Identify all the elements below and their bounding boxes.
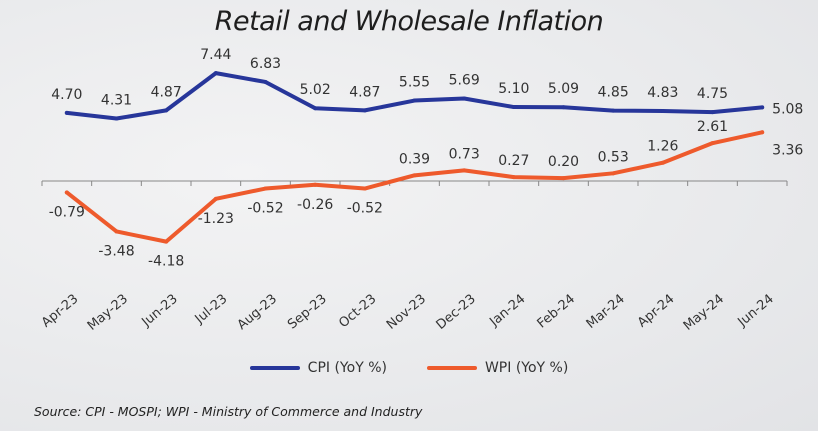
x-tick-label: Feb-24: [535, 292, 579, 332]
legend-swatch-cpi: [249, 366, 300, 370]
wpi-point: [64, 190, 69, 195]
cpi-data-label: 4.83: [647, 85, 678, 101]
legend: CPI (YoY %) WPI (YoY %): [0, 360, 818, 376]
cpi-data-label: 4.85: [598, 85, 629, 101]
cpi-point: [611, 108, 616, 113]
cpi-data-label: 4.87: [349, 84, 380, 100]
x-tick-label: Jun-24: [735, 292, 777, 331]
cpi-data-label: 5.10: [498, 81, 529, 97]
cpi-data-label: 5.08: [772, 101, 803, 117]
legend-item-cpi: CPI (YoY %): [249, 360, 387, 376]
x-tick-label: Jan-24: [486, 292, 528, 331]
wpi-data-label: -4.18: [148, 254, 184, 270]
wpi-data-label: 1.26: [647, 139, 678, 155]
cpi-data-label: 5.09: [548, 81, 579, 97]
wpi-data-label: 0.20: [548, 154, 579, 170]
wpi-data-label: 0.39: [399, 151, 430, 167]
legend-swatch-wpi: [426, 366, 477, 370]
x-tick-label: Jun-23: [139, 292, 181, 331]
wpi-data-label: 0.53: [598, 149, 629, 165]
wpi-data-label: 0.27: [498, 153, 529, 169]
cpi-data-label: 7.44: [200, 47, 231, 63]
x-tick-label: Oct-23: [336, 292, 379, 332]
cpi-point: [313, 106, 318, 111]
wpi-data-label: -0.52: [247, 201, 283, 217]
x-tick-label: Mar-24: [584, 292, 628, 332]
legend-label-cpi: CPI (YoY %): [307, 360, 387, 376]
wpi-data-label: -0.26: [297, 197, 333, 213]
wpi-point: [213, 196, 218, 201]
cpi-point: [362, 108, 367, 113]
legend-item-wpi: WPI (YoY %): [426, 360, 569, 376]
cpi-data-label: 4.87: [151, 84, 182, 100]
chart-title: Retail and Wholesale Inflation: [214, 6, 604, 37]
wpi-point: [710, 141, 715, 146]
cpi-point: [64, 110, 69, 115]
x-tick-label: Dec-23: [434, 292, 479, 333]
line-chart: Apr-23 May-23 Jun-23 Jul-23 Aug-23 Sep-23 Oct-…: [39, 47, 804, 334]
x-tick-label: Nov-23: [384, 292, 429, 333]
cpi-data-label: 4.70: [51, 87, 82, 103]
wpi-point: [660, 160, 665, 165]
wpi-point: [561, 176, 566, 181]
legend-label-wpi: WPI (YoY %): [484, 360, 569, 376]
cpi-point: [660, 108, 665, 113]
wpi-point: [760, 130, 765, 135]
x-tick-label: May-23: [85, 292, 131, 334]
cpi-point: [511, 105, 516, 110]
wpi-data-label: -3.48: [98, 243, 134, 259]
cpi-point: [561, 105, 566, 110]
wpi-point: [362, 186, 367, 191]
wpi-data-label: 2.61: [697, 119, 728, 135]
cpi-data-label: 4.31: [101, 93, 132, 109]
cpi-point: [462, 96, 467, 101]
x-tick-label: Jul-23: [192, 292, 231, 328]
wpi-point: [263, 186, 268, 191]
wpi-point: [164, 239, 169, 244]
x-tick-label: Aug-23: [235, 292, 280, 333]
cpi-data-label: 4.75: [697, 86, 728, 102]
cpi-point: [213, 71, 218, 76]
cpi-point: [114, 116, 119, 121]
cpi-data-label: 6.83: [250, 56, 281, 72]
cpi-point: [164, 108, 169, 113]
source-note: Source: CPI - MOSPI; WPI - Ministry of C…: [34, 404, 423, 419]
cpi-point: [263, 79, 268, 84]
x-tick-label: Apr-23: [39, 292, 82, 331]
wpi-point: [114, 229, 119, 234]
wpi-point: [313, 182, 318, 187]
wpi-data-label: -0.52: [347, 201, 383, 217]
cpi-data-label: 5.55: [399, 75, 430, 91]
wpi-data-label: -1.23: [198, 211, 234, 227]
wpi-point: [611, 171, 616, 176]
x-tick-label: Apr-24: [635, 292, 678, 331]
wpi-data-label: 3.36: [772, 142, 803, 158]
wpi-data-label: 0.73: [449, 146, 480, 162]
cpi-point: [710, 110, 715, 115]
cpi-point: [412, 98, 417, 103]
cpi-data-label: 5.69: [449, 72, 480, 88]
wpi-point: [511, 175, 516, 180]
wpi-data-label: -0.79: [49, 204, 85, 220]
x-tick-label: Sep-23: [285, 292, 330, 333]
wpi-point: [412, 173, 417, 178]
x-tick-label: May-24: [681, 292, 727, 334]
cpi-data-label: 5.02: [300, 82, 331, 98]
cpi-point: [760, 105, 765, 110]
wpi-point: [462, 168, 467, 173]
